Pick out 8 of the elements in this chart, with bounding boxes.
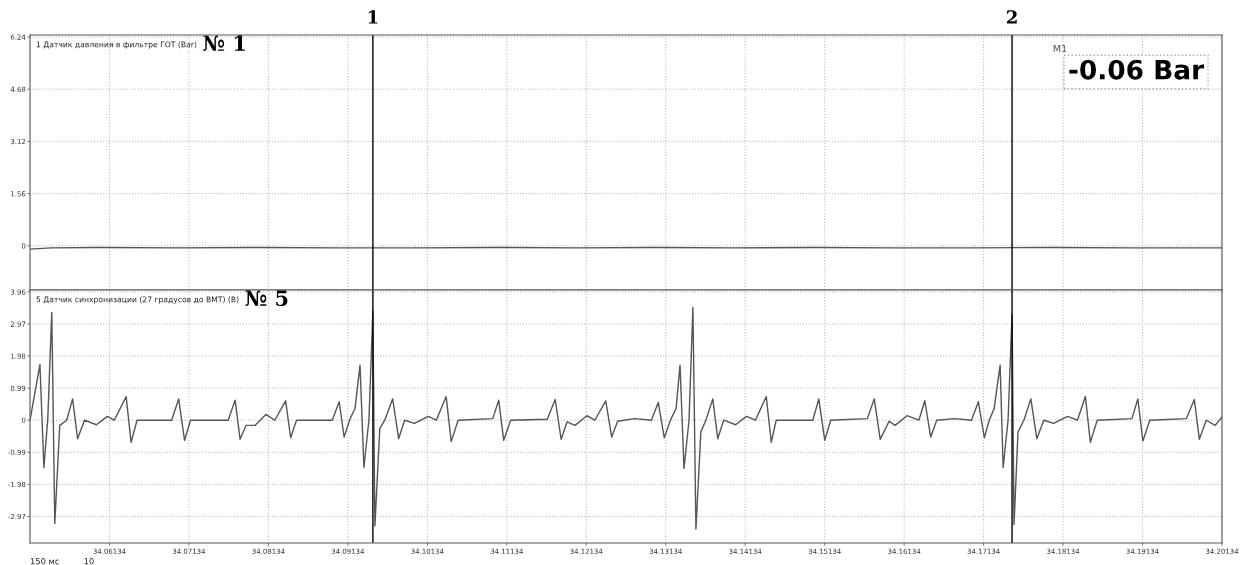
text: 10	[84, 558, 94, 565]
annotation: -0.06 Bar	[1069, 59, 1205, 80]
annotation: M1	[1053, 45, 1067, 53]
annotation: № 5	[245, 290, 288, 307]
annotation: № 1	[203, 35, 245, 52]
text: 2	[1006, 10, 1017, 24]
text: 1	[368, 10, 378, 24]
text: 150 мс	[30, 558, 59, 565]
